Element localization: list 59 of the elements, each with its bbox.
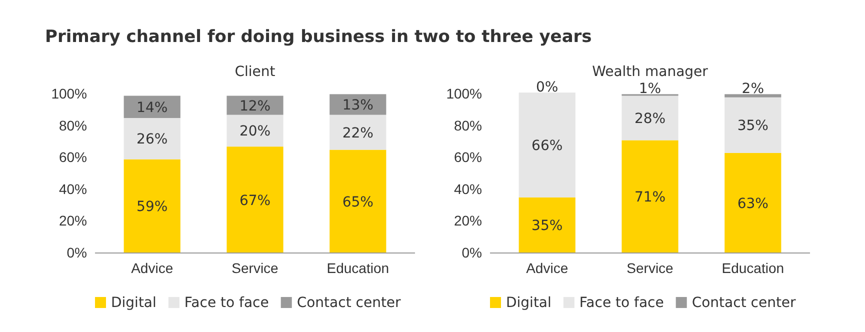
y-tick-label: 0% — [462, 244, 482, 260]
y-tick-label: 20% — [58, 212, 87, 229]
y-tick-label: 80% — [454, 117, 482, 134]
bar — [724, 97, 782, 153]
bar — [226, 146, 284, 253]
data-label: 0% — [536, 80, 558, 96]
legend-label: Face to face — [579, 295, 664, 311]
y-tick-label: 40% — [454, 180, 482, 197]
data-label: 35% — [532, 218, 563, 234]
data-label: 63% — [737, 196, 768, 212]
chart-title: Primary channel for doing business in two to three years — [45, 27, 592, 47]
bar — [226, 114, 284, 147]
x-tick-label: Advice — [526, 260, 568, 276]
x-tick-label: Service — [232, 260, 279, 276]
legend-label: Contact center — [296, 295, 402, 311]
data-label: 35% — [737, 118, 768, 134]
data-label: 59% — [136, 199, 168, 216]
legend-label: Face to face — [184, 295, 269, 311]
data-label: 14% — [136, 100, 168, 116]
x-tick-label: Education — [722, 260, 784, 276]
data-label: 12% — [239, 98, 271, 114]
data-label: 1% — [638, 81, 662, 98]
bar — [518, 197, 576, 253]
bar — [330, 114, 386, 150]
data-label: 22% — [342, 125, 374, 142]
chart-subtitle: Wealth manager — [592, 64, 708, 80]
bar — [622, 140, 678, 253]
bar — [124, 159, 180, 253]
data-label: 26% — [136, 132, 168, 148]
bar — [724, 94, 782, 98]
data-label: 28% — [634, 111, 666, 127]
y-tick-label: 100% — [51, 86, 87, 102]
data-label: 66% — [532, 138, 563, 154]
bar — [622, 96, 678, 140]
bar — [124, 118, 180, 160]
data-label: 71% — [634, 190, 666, 206]
chart-subtitle: Client — [234, 64, 276, 80]
y-tick-label: 80% — [58, 117, 87, 134]
x-tick-label: Advice — [131, 260, 174, 276]
data-label: 65% — [342, 194, 374, 210]
y-tick-label: 20% — [454, 212, 482, 229]
bar — [330, 94, 386, 115]
x-tick-label: Service — [626, 260, 674, 276]
data-label: 67% — [239, 192, 271, 209]
x-tick-label: Education — [326, 260, 390, 276]
data-label: 2% — [742, 81, 764, 98]
data-label: 13% — [342, 98, 374, 114]
data-label: 20% — [239, 124, 271, 140]
y-tick-label: 60% — [454, 149, 482, 166]
bar — [724, 152, 782, 253]
bar — [330, 150, 386, 253]
y-tick-label: 40% — [58, 180, 87, 197]
y-tick-label: 100% — [446, 86, 482, 102]
legend-label: Digital — [506, 295, 552, 311]
y-tick-label: 60% — [58, 149, 87, 166]
legend-label: Contact center — [692, 295, 796, 311]
bar — [518, 92, 576, 198]
legend-label: Digital — [111, 295, 156, 311]
y-tick-label: 0% — [66, 244, 87, 260]
